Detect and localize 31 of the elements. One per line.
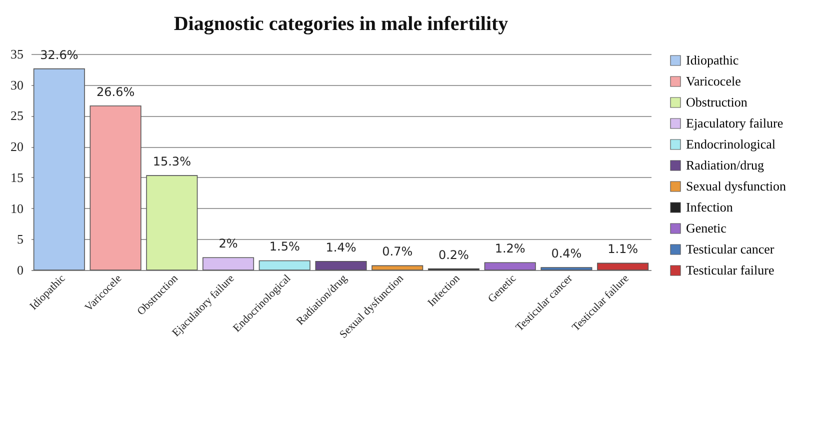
legend-label: Testicular cancer	[686, 242, 775, 256]
data-label: 0.2%	[438, 248, 469, 262]
data-label: 26.6%	[96, 84, 135, 99]
y-tick-label: 5	[17, 232, 24, 247]
data-label: 32.6%	[40, 48, 78, 62]
legend-label: Genetic	[686, 220, 727, 236]
legend-label: Endocrinological	[686, 136, 776, 152]
chart-title: Diagnostic categories in male infertility	[174, 13, 508, 35]
legend-label: Testicular failure	[686, 262, 774, 278]
legend-label: Infection	[686, 200, 734, 214]
y-tick-label: 0	[17, 262, 24, 278]
y-tick-label: 25	[10, 108, 24, 124]
y-tick-label: 20	[10, 139, 24, 154]
y-tick-label: 10	[10, 200, 24, 216]
y-tick-label: 35	[10, 46, 24, 62]
data-label: 2%	[218, 236, 238, 251]
legend-label: Varicocele	[686, 74, 742, 88]
y-tick-label: 15	[10, 170, 24, 185]
legend-label: Ejaculatory failure	[686, 116, 784, 130]
legend-label: Radiation/drug	[686, 158, 764, 172]
y-tick-label: 30	[10, 77, 24, 92]
data-label: 1.5%	[269, 240, 300, 254]
legend-label: Obstruction	[686, 94, 748, 110]
legend-label: Idiopathic	[686, 52, 739, 68]
data-label: 1.4%	[326, 240, 356, 254]
data-label: 0.4%	[551, 246, 582, 261]
data-label: 0.7%	[382, 244, 413, 259]
data-label: 1.2%	[494, 242, 526, 256]
legend-label: Sexual dysfunction	[686, 178, 787, 194]
data-label: 1.1%	[608, 242, 638, 256]
data-label: 15.3%	[152, 154, 191, 169]
